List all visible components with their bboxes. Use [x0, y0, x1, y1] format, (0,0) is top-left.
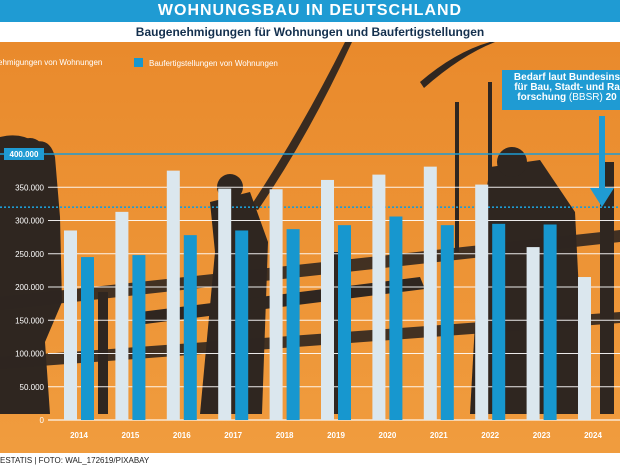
- annotation-line-1: Bedarf laut Bundesins: [513, 72, 620, 83]
- bar-completions: [338, 225, 351, 420]
- bar-completions: [389, 216, 403, 420]
- chart-subtitle: Baugenehmigungen für Wohnungen und Baufe…: [135, 25, 485, 39]
- construction-silhouette: [0, 42, 620, 414]
- bar-approvals: [218, 188, 232, 420]
- y-tick-label: 300.000: [15, 217, 44, 226]
- x-tick-label: 2023: [533, 431, 551, 440]
- x-tick-label: 2021: [430, 431, 448, 440]
- y-tick-label: 50.000: [20, 383, 45, 392]
- y-tick-label: 200.000: [15, 283, 44, 292]
- bar-completions: [440, 225, 454, 420]
- annotation-line-3c: 20: [605, 92, 617, 103]
- bar-approvals: [64, 230, 77, 420]
- bar-completions: [183, 235, 197, 420]
- annotation-line-3: forschung (BBSR) 20: [502, 93, 620, 103]
- x-tick-label: 2016: [173, 431, 191, 440]
- bar-approvals: [526, 247, 540, 420]
- annotation-arrow: [590, 116, 614, 207]
- legend-swatch-completions: [134, 58, 143, 67]
- legend-item-approvals: ehmigungen von Wohnungen: [0, 58, 102, 67]
- bar-completions: [492, 223, 506, 420]
- bar-completions: [132, 255, 146, 420]
- bar-approvals: [115, 211, 129, 420]
- y-tick-label: 150.000: [15, 316, 44, 325]
- bar-approvals: [372, 174, 386, 420]
- bar-chart: 400.000 0 50.000 100.000 150.000 200.000 250.…: [0, 42, 620, 453]
- x-tick-label: 2014: [70, 431, 88, 440]
- annotation-line-3a: forschung: [517, 92, 567, 103]
- x-tick-label: 2024: [584, 431, 602, 440]
- main-title: WOHNUNGSBAU IN DEUTSCHLAND: [0, 0, 620, 22]
- legend-label-approvals: ehmigungen von Wohnungen: [0, 58, 103, 67]
- bar-completions: [235, 230, 249, 420]
- x-tick-label: 2018: [276, 431, 294, 440]
- bar-approvals: [475, 184, 489, 420]
- annotation-line-2: für Bau, Stadt- und Ra: [514, 82, 620, 93]
- bar-approvals: [166, 170, 180, 420]
- y-tick-labels: 0 50.000 100.000 150.000 200.000 250.000 300.0…: [15, 183, 44, 425]
- source-credit: ESTATIS | FOTO: WAL_172619/PIXABAY: [0, 456, 150, 465]
- bar-approvals: [321, 179, 334, 420]
- reference-lines: 400.000: [0, 148, 620, 208]
- y-tick-label: 350.000: [15, 183, 44, 192]
- bar-approvals: [423, 166, 437, 420]
- footer: ESTATIS | FOTO: WAL_172619/PIXABAY: [0, 453, 620, 471]
- annotation-line-3b: (BBSR): [568, 92, 603, 103]
- subtitle-bar: Baugenehmigungen für Wohnungen und Baufe…: [0, 22, 620, 42]
- legend-label-completions: Baufertigstellungen von Wohnungen: [149, 59, 278, 68]
- bbsr-annotation: Bedarf laut Bundesins für Bau, Stadt- un…: [502, 70, 620, 110]
- bar-approvals: [269, 189, 283, 420]
- bar-approvals: [578, 277, 591, 420]
- y-tick-label: 0: [40, 416, 45, 425]
- x-tick-label: 2017: [224, 431, 242, 440]
- x-tick-labels: 2014 2015 2016 2017 2018 2019 2020 2021 2022 2023…: [70, 431, 602, 440]
- bar-completions: [543, 224, 557, 420]
- y-tick-label: 100.000: [15, 350, 44, 359]
- x-tick-label: 2019: [327, 431, 345, 440]
- y-tick-label: 250.000: [15, 250, 44, 259]
- x-tick-label: 2022: [481, 431, 499, 440]
- bar-completions: [286, 229, 300, 420]
- legend-item-completions: Baufertigstellungen von Wohnungen: [134, 58, 278, 68]
- reference-label: 400.000: [10, 150, 39, 159]
- x-tick-label: 2020: [379, 431, 397, 440]
- bar-completions: [81, 257, 94, 420]
- x-tick-label: 2015: [122, 431, 140, 440]
- reference-label-box: [4, 148, 44, 160]
- bars-layer: [64, 166, 591, 420]
